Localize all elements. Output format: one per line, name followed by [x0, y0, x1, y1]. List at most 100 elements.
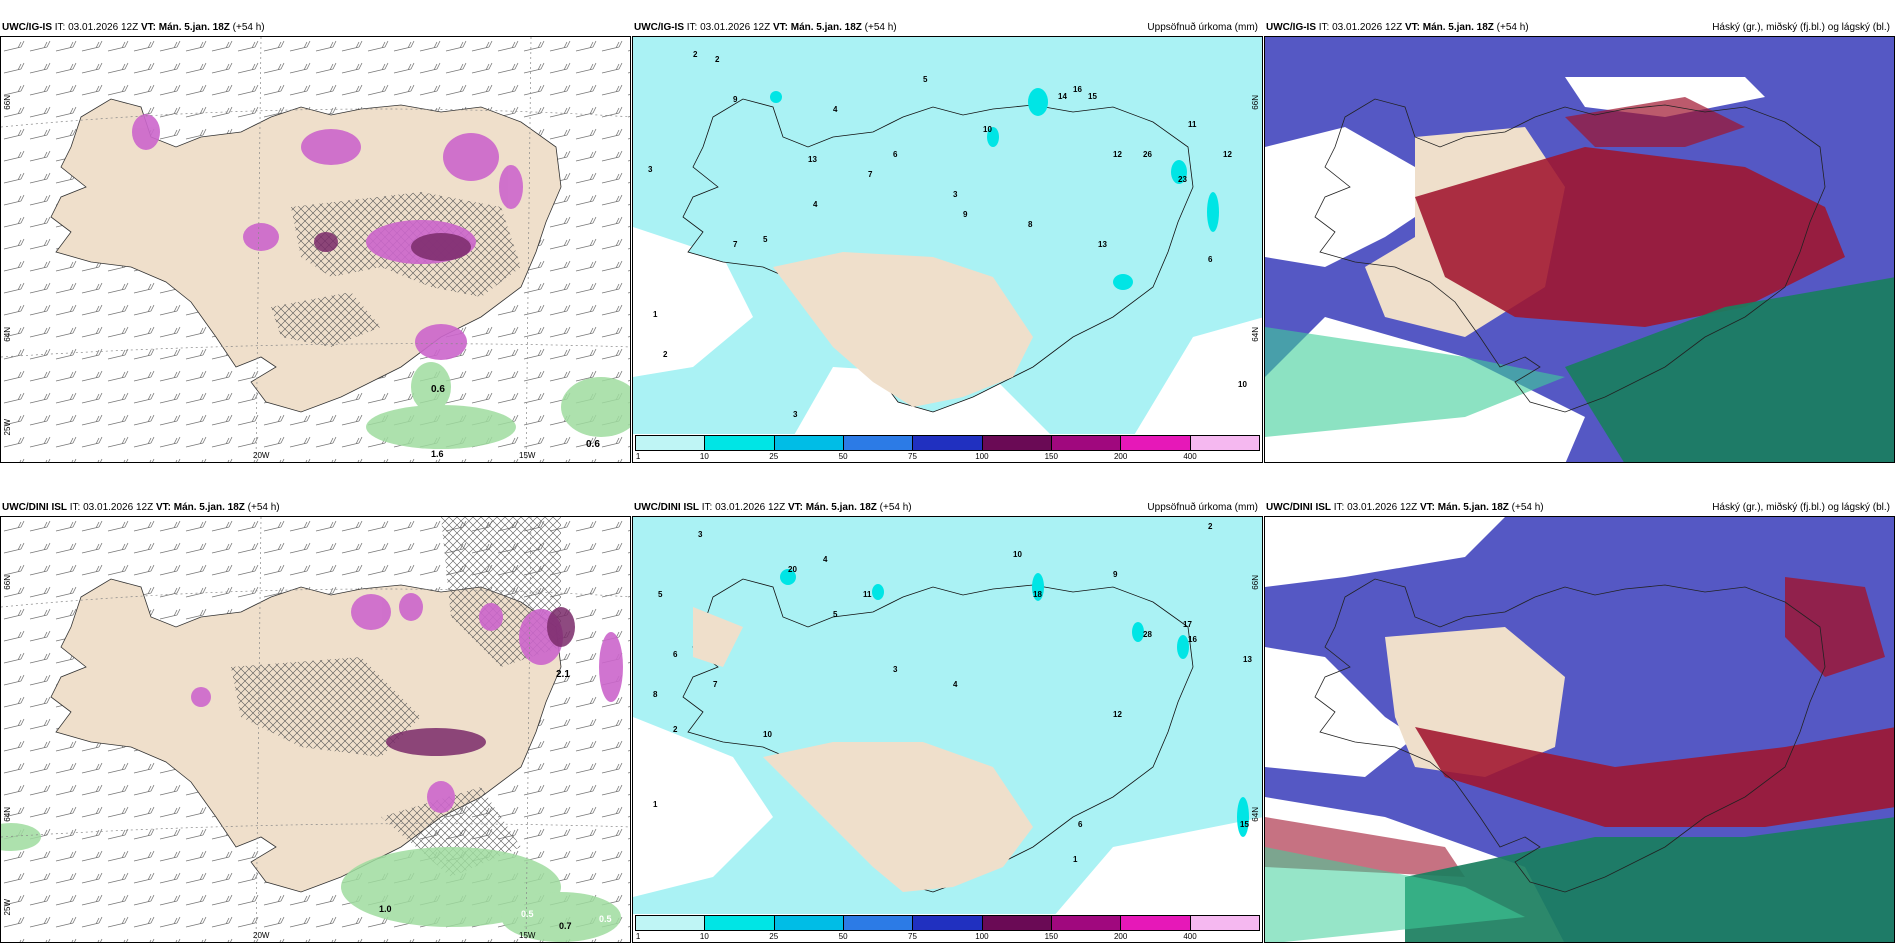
precip-value: 9: [963, 210, 968, 219]
colorbar-boxes: [635, 915, 1260, 931]
wind-precip-map-row1[interactable]: 0.6 0.6 1.6 0.5 66N 64N 25W 20W 15W: [0, 36, 631, 463]
colorbar-tick: 200: [1113, 932, 1128, 941]
precip-value: 8: [1028, 220, 1033, 229]
model-name: UWC/IG-IS: [1266, 22, 1316, 33]
precip-value: 2: [715, 55, 720, 64]
header-wind-row2: UWC/DINI ISL IT: 03.01.2026 12Z VT: Mán.…: [0, 499, 630, 517]
colorbar-tick: 100: [975, 932, 989, 941]
lead-time: (+54 h): [1496, 22, 1529, 33]
wind-value: 1.0: [379, 904, 392, 914]
colorbar-tick: 150: [1044, 932, 1058, 941]
wind-value: 0.5: [561, 444, 574, 454]
lead-time: (+54 h): [864, 22, 897, 33]
precip-title: Uppsöfnuð úrkoma (mm): [1147, 22, 1258, 33]
graticule: [1, 517, 630, 942]
precip-value: 4: [823, 555, 828, 564]
colorbar-tick: 25: [769, 932, 779, 941]
lon-label: 15W: [519, 451, 536, 460]
model-name: UWC/IG-IS: [634, 22, 684, 33]
precip-value: 17: [1183, 620, 1192, 629]
colorbar-tick: 1: [635, 932, 641, 941]
cloud-map-svg: [1265, 37, 1894, 462]
precip-value: 12: [1113, 710, 1122, 719]
precip-value: 13: [1098, 240, 1107, 249]
header-cloud-row1: UWC/IG-IS IT: 03.01.2026 12Z VT: Mán. 5.…: [1264, 19, 1894, 37]
wind-value: 0.5: [521, 909, 534, 919]
precip-map-row1[interactable]: 2 2 3 4 9 10 13 7 5 6 4 3 12 14 16 15 23…: [632, 36, 1263, 463]
colorbar-swatch: [636, 436, 706, 450]
lon-label: 20W: [253, 451, 270, 460]
precip-value: 16: [1073, 85, 1082, 94]
precip-value: 11: [863, 590, 872, 599]
init-time: IT: 03.01.2026 12Z: [1318, 22, 1403, 33]
lon-label: 15W: [519, 931, 536, 940]
precip-value: 2: [1208, 522, 1213, 531]
clear-area: [1565, 77, 1765, 117]
precip-value: 2: [693, 50, 698, 59]
precip-value: 28: [1143, 630, 1152, 639]
cloud-title: Háský (gr.), miðský (fj.bl.) og lágský (…: [1712, 502, 1890, 513]
lead-time: (+54 h): [247, 502, 280, 513]
high-cloud: [1405, 817, 1894, 942]
precip-heavy: [386, 607, 575, 756]
colorbar-ticks: 1 10 25 50 75 100 150 200 400: [635, 452, 1260, 462]
precip-colorbar: 1 10 25 50 75 100 150 200 400: [633, 914, 1262, 942]
clear-area: [1265, 127, 1465, 267]
cloud-title: Háský (gr.), miðský (fj.bl.) og lágský (…: [1712, 22, 1890, 33]
lat-label: 66N: [1251, 95, 1260, 110]
colorbar-swatch: [1121, 916, 1191, 930]
valid-time: VT: Mán. 5.jan. 18Z: [155, 502, 245, 513]
precip-value: 6: [673, 650, 678, 659]
init-time: IT: 03.01.2026 12Z: [701, 502, 786, 513]
model-name: UWC/DINI ISL: [634, 502, 699, 513]
high-cloud-edge: [1265, 847, 1525, 942]
header-cloud-row2: UWC/DINI ISL IT: 03.01.2026 12Z VT: Mán.…: [1264, 499, 1894, 517]
colorbar-tick: 50: [838, 932, 848, 941]
colorbar-tick: 50: [838, 452, 848, 461]
precip-value: 2: [673, 725, 678, 734]
precip-value: 8: [653, 690, 658, 699]
cloud-map-row2[interactable]: [1264, 516, 1895, 943]
precip-value: 13: [1243, 655, 1252, 664]
high-cloud-edge: [1265, 327, 1565, 437]
precip-value: 13: [808, 155, 817, 164]
precip-value: 12: [1113, 150, 1122, 159]
cloud-hatch: [231, 657, 421, 757]
wind-value: 0.5: [599, 914, 612, 924]
lat-label: 66N: [3, 575, 12, 590]
precip-value: 1: [1073, 855, 1078, 864]
precip-values: 2 2 3 4 9 10 13 7 5 6 4 3 12 14 16 15 23…: [648, 50, 1247, 419]
precip-value: 1: [653, 310, 658, 319]
colorbar-tick: 400: [1183, 932, 1197, 941]
precip-value: 4: [953, 680, 958, 689]
lat-label: 64N: [3, 807, 12, 822]
model-name: UWC/DINI ISL: [2, 502, 67, 513]
lat-label: 64N: [1251, 807, 1260, 822]
precip-value: 3: [648, 165, 653, 174]
wind-precip-map-row2[interactable]: 2.1 0.5 1.0 0.7 0.5 66N 64N 25W 20W 15W: [0, 516, 631, 943]
colorbar-swatch: [843, 916, 914, 930]
lat-label: 66N: [1251, 575, 1260, 590]
precip-value: 15: [1240, 820, 1249, 829]
colorbar-swatch: [774, 436, 844, 450]
precip-value: 10: [1238, 380, 1247, 389]
precip-value: 6: [1208, 255, 1213, 264]
valid-time: VT: Mán. 5.jan. 18Z: [1419, 502, 1509, 513]
model-name: UWC/DINI ISL: [1266, 502, 1331, 513]
high-cloud: [1565, 277, 1894, 462]
lead-time: (+54 h): [232, 22, 265, 33]
precip-value: 3: [893, 665, 898, 674]
mid-cloud: [1565, 97, 1745, 147]
precip-value: 5: [833, 610, 838, 619]
precip-map-row2[interactable]: 3 2 4 5 6 8 10 20 17 18 11 16 28 13 15 9…: [632, 516, 1263, 943]
cloud-map-svg: [1265, 517, 1894, 942]
colorbar-tick: 10: [699, 452, 709, 461]
cloud-map-row1[interactable]: [1264, 36, 1895, 463]
precip-value: 6: [893, 150, 898, 159]
colorbar-swatch: [913, 436, 983, 450]
precip-value: 9: [733, 95, 738, 104]
colorbar-swatch: [636, 916, 706, 930]
lon-label: 20W: [253, 931, 270, 940]
precip-value: 4: [833, 105, 838, 114]
